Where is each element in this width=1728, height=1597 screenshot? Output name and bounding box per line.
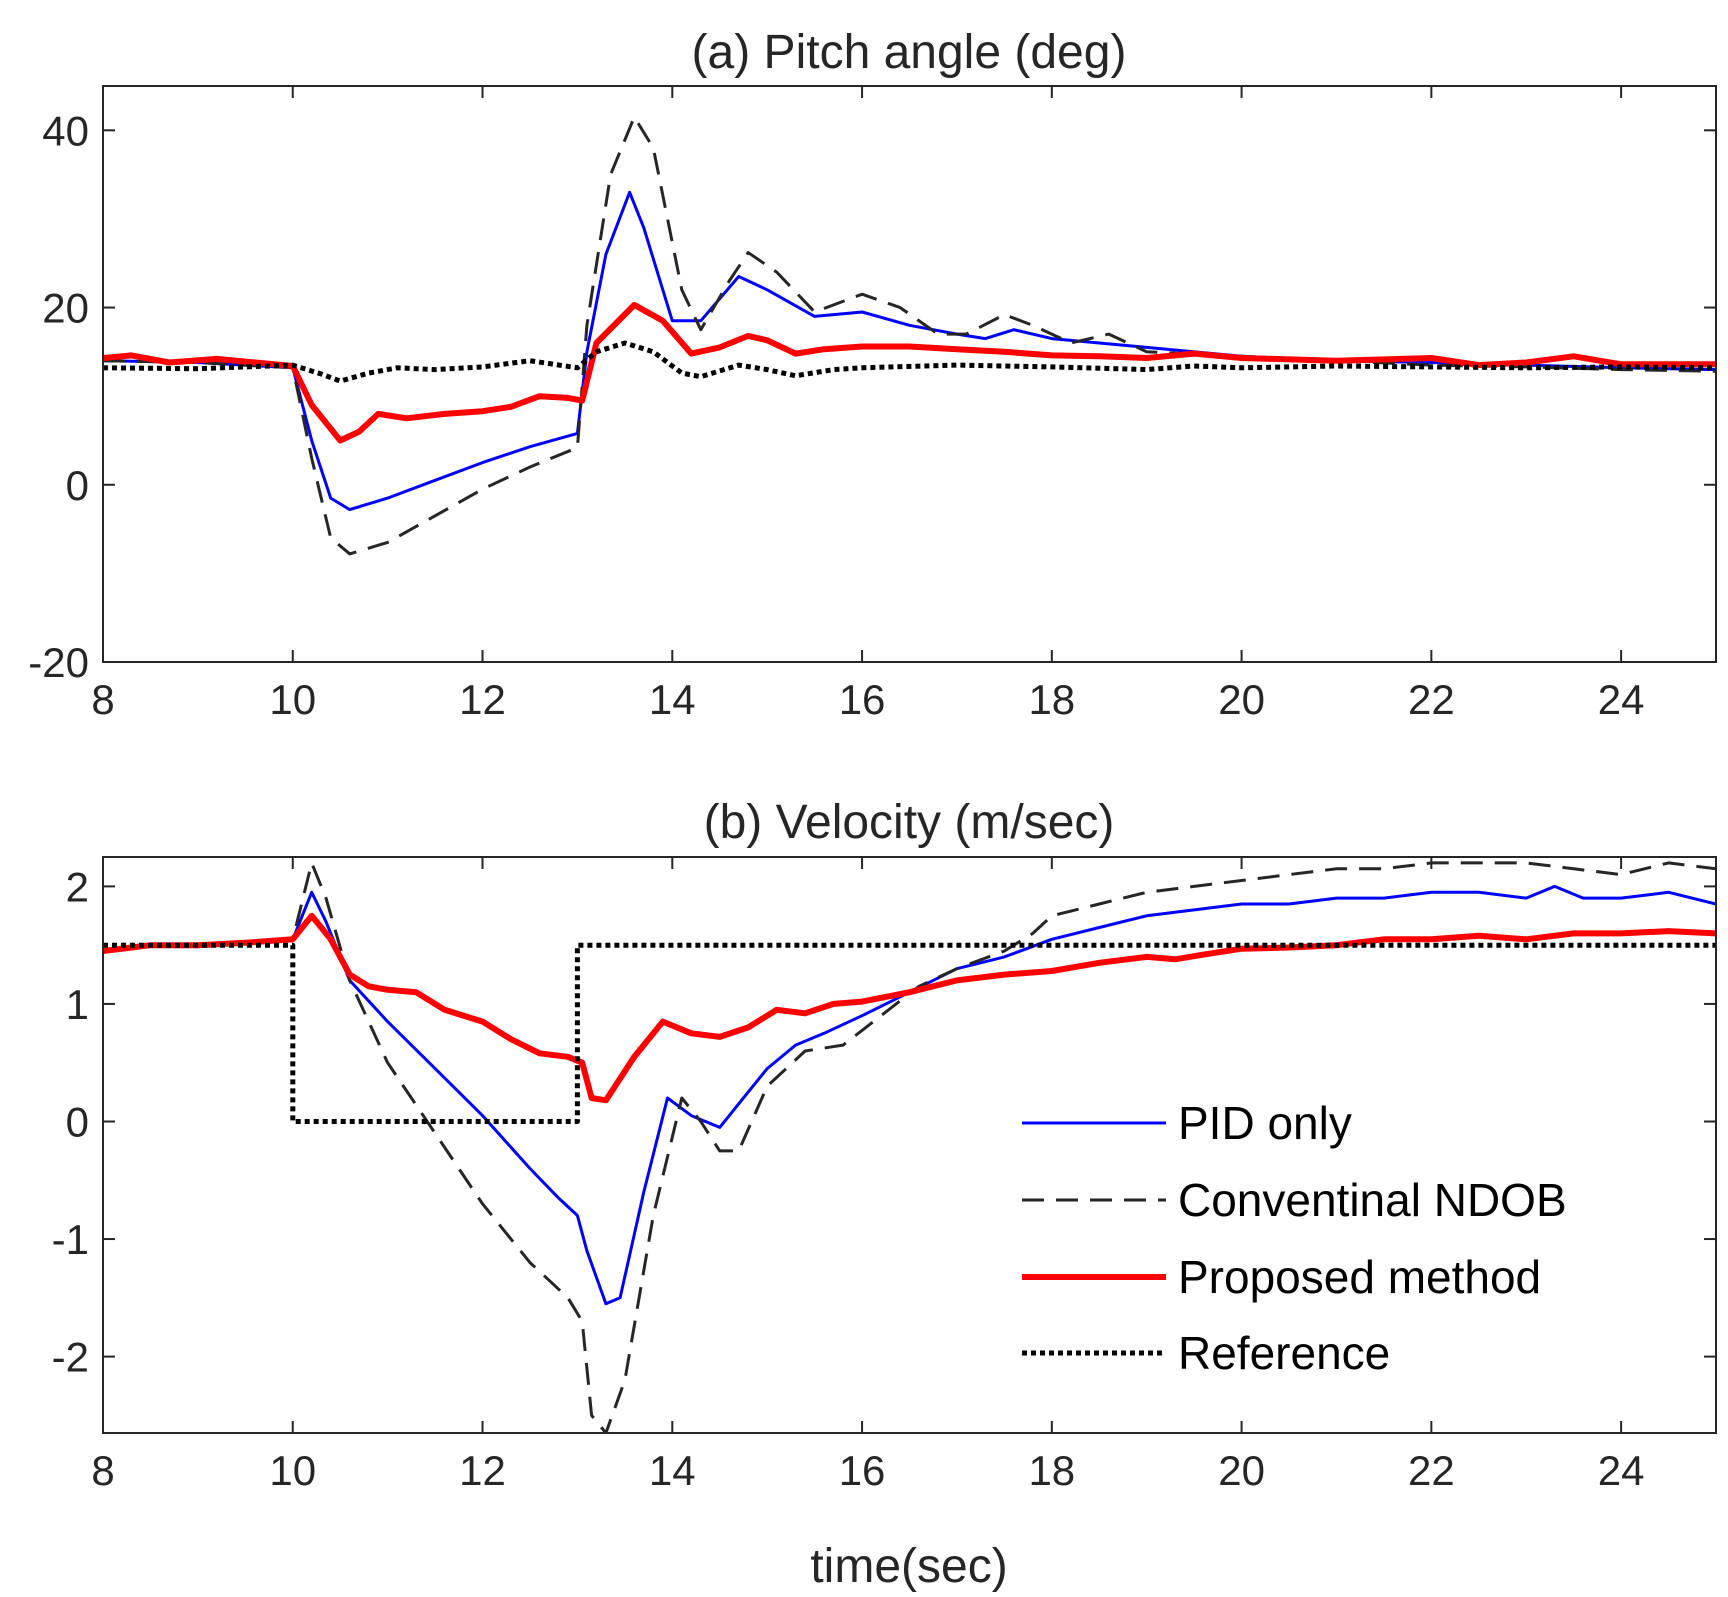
series-line-conventinal-ndob: [103, 115, 1716, 556]
x-tick-label: 20: [1218, 1447, 1265, 1494]
x-tick-label: 16: [839, 1447, 886, 1494]
y-tick-label: 2: [66, 863, 89, 910]
y-tick-label: 1: [66, 981, 89, 1028]
plot-area-velocity: [103, 857, 1716, 1433]
panel-pitch-angle: (a) Pitch angle (deg) 8 10 12 14 16 18 20 22 24 -…: [28, 26, 1717, 723]
x-tick-label: 10: [269, 676, 316, 723]
x-tick-label: 12: [459, 1447, 506, 1494]
x-tick-label: 24: [1598, 1447, 1645, 1494]
y-tick-label: -2: [52, 1334, 89, 1381]
x-axis-label: time(sec): [810, 1540, 1007, 1593]
series-group-pitch: [103, 115, 1716, 556]
y-tick-label: 0: [66, 1098, 89, 1145]
ticks-pitch: 8 10 12 14 16 18 20 22 24 -20 0 20 40: [28, 86, 1716, 723]
x-tick-label: 16: [839, 676, 886, 723]
series-line-pid-only: [103, 884, 1716, 1306]
x-tick-label: 18: [1028, 676, 1075, 723]
series-line-proposed-method: [103, 912, 1716, 1104]
legend: PID only Conventinal NDOB Proposed method R…: [1022, 1097, 1567, 1379]
panel-velocity: (b) Velocity (m/sec) 8 10 12 14 16 18 20 22 24-2…: [52, 796, 1717, 1593]
series-group-velocity: [103, 861, 1716, 1433]
y-tick-label: 20: [42, 285, 89, 332]
x-tick-label: 22: [1408, 1447, 1455, 1494]
series-line-proposed-method: [103, 301, 1716, 444]
axis-box-velocity: [102, 856, 1717, 1434]
axis-box-pitch: [102, 85, 1717, 663]
legend-label: Proposed method: [1178, 1251, 1541, 1303]
series-line-conventinal-ndob: [103, 861, 1716, 1433]
y-tick-label: -1: [52, 1216, 89, 1263]
series-line-reference: [103, 340, 1716, 384]
x-tick-label: 12: [459, 676, 506, 723]
y-tick-label: -20: [28, 639, 89, 686]
x-tick-label: 24: [1598, 676, 1645, 723]
chart-title-pitch: (a) Pitch angle (deg): [692, 26, 1127, 79]
chart-title-velocity: (b) Velocity (m/sec): [704, 796, 1115, 849]
legend-label: PID only: [1178, 1097, 1352, 1149]
legend-label: Conventinal NDOB: [1178, 1174, 1567, 1226]
x-tick-label: 8: [91, 676, 114, 723]
x-tick-label: 8: [91, 1447, 114, 1494]
y-tick-label: 0: [66, 462, 89, 509]
x-tick-label: 20: [1218, 676, 1265, 723]
x-tick-label: 22: [1408, 676, 1455, 723]
plot-area-pitch: [103, 86, 1716, 662]
series-line-reference: [103, 942, 1716, 1124]
y-tick-label: 40: [42, 107, 89, 154]
x-tick-label: 14: [649, 676, 696, 723]
x-tick-label: 14: [649, 1447, 696, 1494]
x-tick-label: 10: [269, 1447, 316, 1494]
x-tick-label: 18: [1028, 1447, 1075, 1494]
legend-label: Reference: [1178, 1327, 1390, 1379]
